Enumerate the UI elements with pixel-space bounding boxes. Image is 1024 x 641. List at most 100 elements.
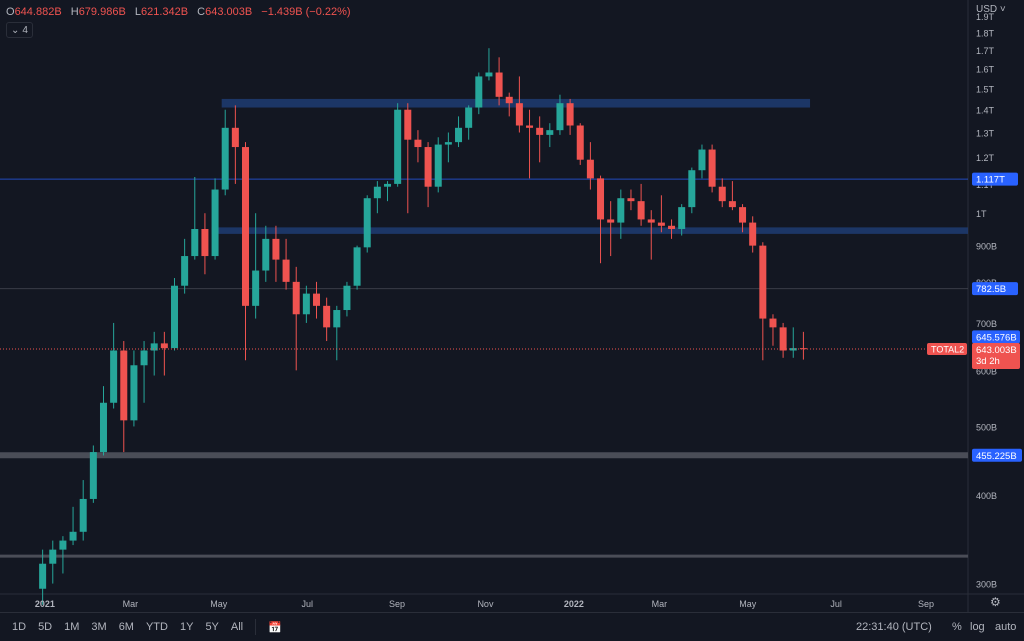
x-tick-label: Nov [477, 599, 494, 609]
candle [779, 322, 787, 358]
indicator-count: 4 [22, 24, 28, 36]
candle-body [252, 270, 260, 306]
candle-body [749, 222, 757, 246]
candle-body [505, 96, 513, 104]
y-tick-label: 1.4T [976, 106, 995, 116]
candle [302, 285, 310, 323]
candle-body [526, 125, 534, 128]
timeframe-5y[interactable]: 5Y [205, 621, 219, 633]
candle-body [647, 219, 655, 223]
candle [292, 266, 300, 371]
candle-body [150, 343, 158, 351]
price-chart[interactable]: 300B400B500B600B700B800B900B1T1.1T1.2T1.… [0, 0, 1024, 612]
toolbar-divider [255, 619, 257, 635]
candle [130, 350, 138, 427]
candle [678, 204, 686, 236]
candle [181, 238, 189, 294]
candle-body [201, 228, 209, 257]
timeframe-6m[interactable]: 6M [118, 621, 134, 633]
candle [404, 103, 412, 214]
candle-body [485, 72, 493, 77]
badge-455-bg [972, 448, 1022, 462]
candle [566, 98, 574, 135]
y-tick-label: 700B [976, 319, 997, 329]
high-value: 679.986B [78, 6, 126, 18]
candle-body [678, 207, 686, 229]
timeframe-3m[interactable]: 3M [91, 621, 107, 633]
candle-body [627, 198, 635, 202]
x-tick-label: May [210, 599, 228, 609]
candle-body [455, 127, 463, 143]
candle-body [556, 103, 564, 131]
date-range-calendar-icon[interactable]: 📅 [268, 621, 282, 634]
candle-body [617, 198, 625, 223]
timeframe-all[interactable]: All [230, 621, 244, 633]
indicators-toggle[interactable]: ⌄ 4 [6, 22, 33, 38]
candle-body [231, 127, 239, 148]
y-tick-label: 1T [976, 209, 987, 219]
resistance-zone-2 [211, 227, 969, 234]
y-tick-label: 1.8T [976, 28, 995, 38]
chart-settings-gear-icon[interactable]: ⚙ [990, 595, 1001, 609]
symbol-tag: TOTAL2 [931, 345, 964, 355]
timeframe-ytd[interactable]: YTD [145, 621, 168, 633]
auto-scale-toggle[interactable]: auto [995, 621, 1017, 633]
y-tick-label: 1.3T [976, 129, 995, 139]
candle-body [181, 256, 189, 286]
percent-scale-toggle[interactable]: % [952, 621, 962, 633]
y-tick-label: 1.7T [976, 46, 995, 56]
badge-782-bg [972, 282, 1018, 296]
candle [252, 213, 260, 319]
candle-body [475, 76, 483, 108]
candle-body [586, 159, 594, 179]
x-tick-label: Jul [301, 599, 313, 609]
log-scale-toggle[interactable]: log [970, 621, 985, 633]
candle [343, 281, 351, 317]
candle [637, 183, 645, 226]
candle-body [282, 259, 290, 282]
timeframe-1y[interactable]: 1Y [179, 621, 194, 633]
candle-body [120, 350, 128, 421]
candle [79, 480, 87, 541]
candle [424, 142, 432, 208]
currency-selector[interactable]: USD ˅ [976, 4, 1006, 15]
candle [414, 130, 422, 163]
candle [556, 94, 564, 135]
timeframe-5d[interactable]: 5D [38, 621, 53, 633]
candle [505, 92, 513, 117]
candle [120, 341, 128, 453]
candle [333, 305, 341, 361]
badge-782: 782.5B [976, 284, 1006, 295]
candle-body [465, 107, 473, 128]
utc-clock[interactable]: 22:31:40 (UTC) [856, 621, 932, 633]
y-tick-label: 1.6T [976, 65, 995, 75]
low-value: 621.342B [140, 6, 189, 18]
candle [688, 167, 696, 214]
candle-body [292, 281, 300, 315]
candle-body [99, 402, 107, 453]
chevron-down-icon: ⌄ [11, 24, 20, 36]
candle [597, 175, 605, 264]
candle-body [272, 238, 280, 260]
candle [363, 195, 371, 253]
y-tick-label: 600B [976, 366, 997, 376]
candle-body [759, 245, 767, 319]
y-tick-label: 1.9T [976, 12, 995, 22]
candle-body [313, 293, 321, 306]
candle-body [739, 207, 747, 223]
timeframe-1m[interactable]: 1M [64, 621, 80, 633]
candle-body [546, 130, 554, 135]
x-tick-label: Mar [123, 599, 139, 609]
candle-body [140, 350, 148, 366]
candle-body [69, 531, 77, 541]
candle-body [262, 238, 270, 271]
timeframe-1d[interactable]: 1D [12, 621, 27, 633]
candle [536, 116, 544, 163]
candle [394, 103, 402, 187]
candle-body [110, 350, 118, 403]
ohlc-legend: O644.882B H679.986B L621.342B C643.003B … [6, 6, 357, 18]
candle [668, 219, 676, 239]
y-tick-label: 500B [976, 422, 997, 432]
candle [110, 322, 118, 409]
candle [465, 105, 473, 140]
